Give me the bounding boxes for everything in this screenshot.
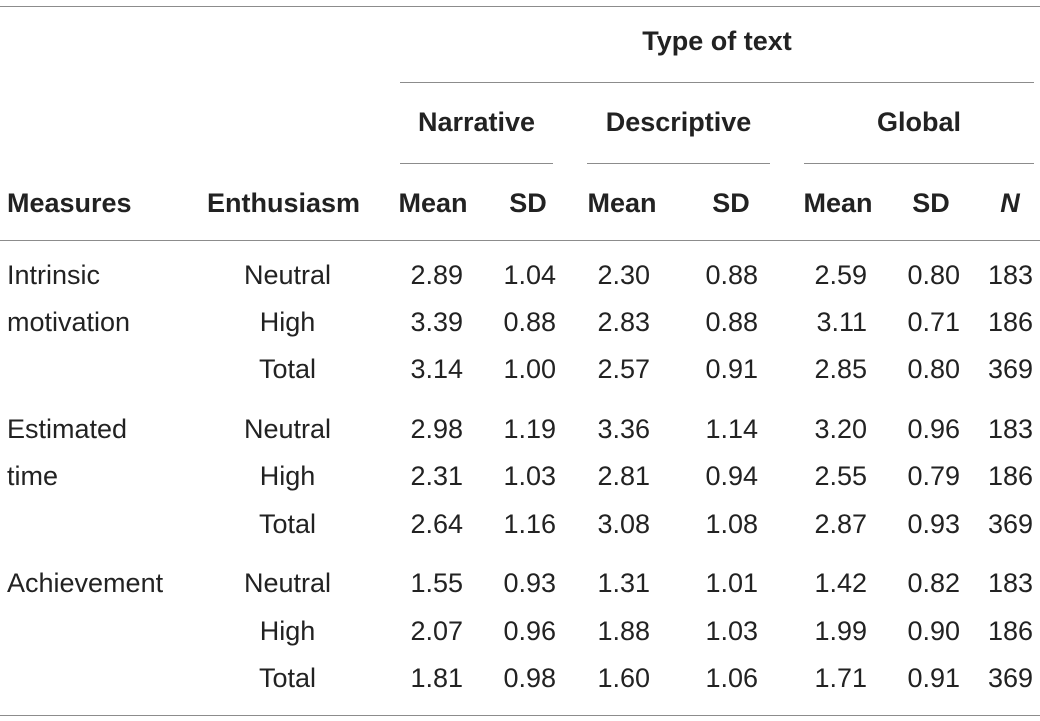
global-sd-cell: 0.79 <box>907 461 960 491</box>
measure-label: Achievement <box>7 568 164 598</box>
descriptive-sd-cell: 1.01 <box>705 568 758 598</box>
top-rule <box>0 6 1040 7</box>
bottom-rule <box>0 715 1040 716</box>
global-mean-cell: 2.59 <box>814 260 867 290</box>
measure-label: time <box>7 461 59 491</box>
narrative-rule <box>400 163 553 164</box>
enthusiasm-cell: Total <box>258 663 317 693</box>
narrative-sd-cell: 0.88 <box>503 307 556 337</box>
global-mean-cell: 3.11 <box>816 307 867 337</box>
narrative-mean-cell: 2.64 <box>410 509 463 539</box>
measure-label: Intrinsic <box>7 260 101 290</box>
global-mean-header: Mean <box>803 188 873 218</box>
narrative-mean-cell: 1.55 <box>410 568 463 598</box>
descriptive-sd-cell: 1.03 <box>705 616 758 646</box>
n-header: N <box>1000 188 1020 218</box>
descriptive-sd-cell: 0.91 <box>705 354 758 384</box>
narrative-sd-cell: 1.16 <box>503 509 556 539</box>
narrative-mean-cell: 2.07 <box>410 616 463 646</box>
descriptive-sd-cell: 1.08 <box>705 509 758 539</box>
global-mean-cell: 1.99 <box>814 616 867 646</box>
enthusiasm-cell: Total <box>258 354 317 384</box>
descriptive-sd-cell: 1.14 <box>705 414 758 444</box>
global-header: Global <box>876 107 961 137</box>
n-cell: 369 <box>987 663 1033 693</box>
narrative-sd-header: SD <box>509 188 547 218</box>
global-sd-cell: 0.96 <box>907 414 960 444</box>
n-cell: 186 <box>987 616 1033 646</box>
enthusiasm-cell: Neutral <box>243 260 332 290</box>
enthusiasm-header: Enthusiasm <box>207 188 361 218</box>
narrative-mean-cell: 2.31 <box>410 461 463 491</box>
descriptive-mean-cell: 1.31 <box>597 568 650 598</box>
n-cell: 183 <box>987 568 1033 598</box>
descriptive-sd-cell: 1.06 <box>705 663 758 693</box>
header-bottom-rule <box>0 240 1040 241</box>
measure-label: Estimated <box>7 414 128 444</box>
n-cell: 369 <box>987 354 1033 384</box>
enthusiasm-cell: High <box>259 616 316 646</box>
narrative-sd-cell: 1.00 <box>503 354 556 384</box>
enthusiasm-cell: Neutral <box>243 568 332 598</box>
narrative-mean-cell: 2.89 <box>410 260 463 290</box>
narrative-mean-cell: 2.98 <box>410 414 463 444</box>
type-of-text-rule <box>400 82 1034 83</box>
enthusiasm-cell: High <box>259 307 316 337</box>
n-cell: 369 <box>987 509 1033 539</box>
enthusiasm-cell: Neutral <box>243 414 332 444</box>
narrative-sd-cell: 1.04 <box>503 260 556 290</box>
narrative-mean-cell: 3.14 <box>410 354 463 384</box>
global-mean-cell: 1.42 <box>814 568 867 598</box>
descriptive-mean-cell: 2.30 <box>597 260 650 290</box>
narrative-sd-cell: 0.96 <box>503 616 556 646</box>
descriptive-mean-cell: 1.60 <box>597 663 650 693</box>
narrative-sd-cell: 1.19 <box>503 414 556 444</box>
narrative-sd-cell: 0.98 <box>503 663 556 693</box>
descriptive-mean-cell: 3.36 <box>597 414 650 444</box>
narrative-header: Narrative <box>417 107 536 137</box>
narrative-mean-cell: 3.39 <box>410 307 463 337</box>
narrative-mean-cell: 1.81 <box>410 663 463 693</box>
enthusiasm-cell: High <box>259 461 316 491</box>
narrative-mean-header: Mean <box>398 188 468 218</box>
global-rule <box>804 163 1034 164</box>
n-cell: 183 <box>987 414 1033 444</box>
type-of-text-header: Type of text <box>642 26 792 56</box>
measure-label: motivation <box>7 307 131 337</box>
descriptive-mean-cell: 2.57 <box>597 354 650 384</box>
descriptive-mean-cell: 2.83 <box>597 307 650 337</box>
descriptive-rule <box>587 163 770 164</box>
narrative-sd-cell: 1.03 <box>503 461 556 491</box>
n-cell: 183 <box>987 260 1033 290</box>
narrative-sd-cell: 0.93 <box>503 568 556 598</box>
global-sd-cell: 0.90 <box>907 616 960 646</box>
global-sd-cell: 0.93 <box>907 509 960 539</box>
descriptive-mean-cell: 3.08 <box>597 509 650 539</box>
global-mean-cell: 2.85 <box>814 354 867 384</box>
descriptive-header: Descriptive <box>605 107 752 137</box>
descriptive-mean-header: Mean <box>587 188 657 218</box>
enthusiasm-cell: Total <box>258 509 317 539</box>
descriptive-sd-header: SD <box>712 188 750 218</box>
descriptive-mean-cell: 2.81 <box>597 461 650 491</box>
descriptive-sd-cell: 0.88 <box>705 307 758 337</box>
global-sd-cell: 0.82 <box>907 568 960 598</box>
measures-header: Measures <box>7 188 132 218</box>
global-sd-cell: 0.71 <box>907 307 960 337</box>
descriptive-sd-cell: 0.88 <box>705 260 758 290</box>
global-sd-cell: 0.80 <box>907 260 960 290</box>
global-mean-cell: 1.71 <box>814 663 867 693</box>
global-sd-header: SD <box>912 188 950 218</box>
n-cell: 186 <box>987 461 1033 491</box>
global-mean-cell: 2.87 <box>814 509 867 539</box>
descriptive-mean-cell: 1.88 <box>597 616 650 646</box>
global-sd-cell: 0.91 <box>907 663 960 693</box>
n-cell: 186 <box>987 307 1033 337</box>
descriptive-sd-cell: 0.94 <box>705 461 758 491</box>
global-sd-cell: 0.80 <box>907 354 960 384</box>
global-mean-cell: 2.55 <box>814 461 867 491</box>
global-mean-cell: 3.20 <box>814 414 867 444</box>
